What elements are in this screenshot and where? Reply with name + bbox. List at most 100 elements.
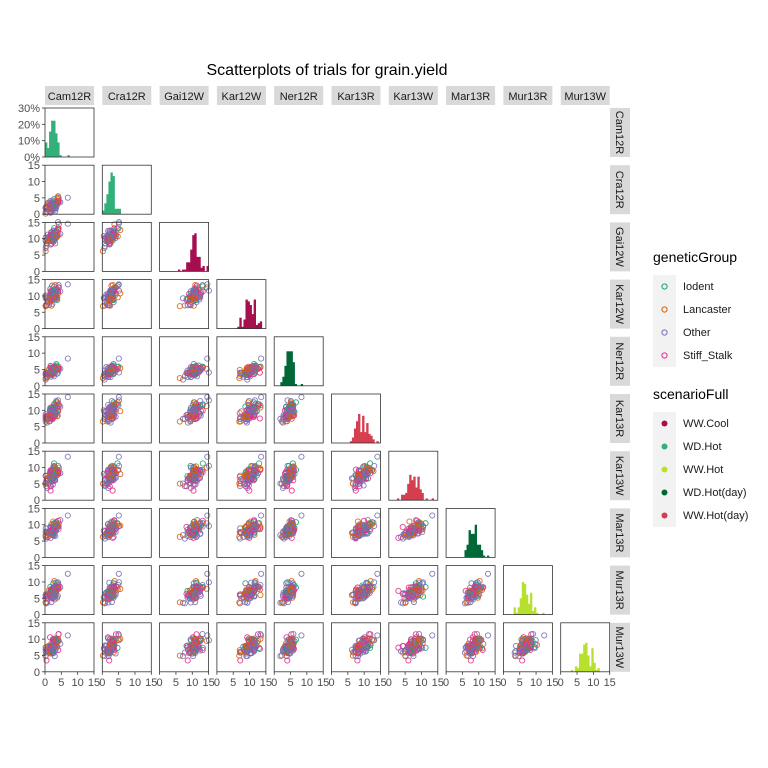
scatter-point [251,467,258,474]
scatter-point [415,636,422,643]
scatter-point [360,640,367,648]
scatter-point [51,590,58,597]
scatter-panel [99,336,152,387]
strip-right-label: Gai12W [613,227,625,267]
scatter-point [191,467,198,474]
scatter-point [179,599,187,606]
histogram-bar [182,269,185,272]
histogram-bar [513,607,516,615]
panel-border [273,622,324,673]
histogram-panel [445,507,496,558]
strip-top-cam12r [45,86,94,105]
histogram-bar [534,607,537,615]
scatter-point [242,580,249,587]
strip-top-cra12r [102,86,152,105]
x-tick-label: 15 [546,677,558,689]
scatter-point [107,363,114,371]
scatter-point [408,590,415,597]
scatter-point [466,591,473,598]
strip-right-label: Mur13R [613,571,625,610]
scatter-panel [331,450,381,501]
scatter-point [42,375,49,382]
y-tick-label: 0 [34,552,40,564]
y-tick-label: 20% [18,119,40,131]
scatter-point [54,233,61,240]
scatter-point [413,647,420,654]
scatter-point [99,480,107,487]
legend-entry-label: Lancaster [683,304,732,316]
histogram-bar [353,428,357,443]
scatter-point [236,375,243,382]
x-tick-label: 5 [173,677,179,689]
histogram-bar [401,494,404,501]
x-tick-label: 15 [374,677,386,689]
strip-right-cam12r [610,108,630,157]
scatter-point [298,453,305,460]
strip-right-label: Kar13W [613,456,625,496]
histogram-bar [251,314,254,329]
scatter-point [236,533,243,540]
histogram-bar [589,666,592,672]
scatter-panel [99,219,152,272]
scatter-point [107,521,114,528]
scatter-point [412,631,419,638]
y-tick-label: 5 [34,422,40,434]
scatter-panel [273,622,324,673]
scatter-point [55,288,62,295]
histogram-bar [356,421,359,443]
scatter-point [472,640,479,648]
scatter-point [108,398,115,405]
scatter-point [64,394,71,401]
histogram-bar [362,415,365,443]
strip-right-label: Mur13W [613,627,625,669]
scatter-point [191,521,198,528]
panel-border [44,565,95,615]
histogram-bar [51,120,54,157]
panel-border [159,393,210,444]
panel-border [159,336,210,387]
scatter-point [107,405,114,413]
scatter-point [114,399,121,406]
scatter-point [176,480,183,487]
scatter-point [179,653,187,660]
scatter-point [51,199,58,207]
scatter-point [204,394,211,401]
scatter-point [110,289,117,296]
scatter-point [108,227,115,234]
scatter-point [369,521,376,528]
x-tick-label: 10 [186,677,198,689]
panel-border [273,393,324,444]
scatter-point [45,296,52,303]
panel-border [101,221,152,272]
y-tick-label: 10 [28,463,40,475]
scatter-panel [216,565,267,615]
strip-right-label: Ner12R [613,342,625,380]
scatter-point [287,467,295,474]
y-tick-label: 0 [34,266,40,278]
x-tick-label: 0 [42,677,48,689]
scatter-point [250,474,257,481]
scatter-point [42,303,49,310]
scatter-point [370,519,377,526]
histogram-bar [247,301,250,329]
y-tick-label: 15 [28,503,40,515]
scatter-point [287,413,294,420]
scatter-panel [273,507,324,558]
x-tick-label: 5 [116,677,122,689]
scatter-point [191,640,198,648]
scatter-point [110,364,117,371]
strip-right-gai12w [610,222,630,272]
scatter-point [197,635,205,642]
legend-key-box [653,275,676,298]
legend-key-marker [661,283,668,290]
y-tick-label: 30% [18,103,40,115]
scatter-point [55,401,62,408]
scatter-point [64,453,71,460]
panel-border [159,565,210,615]
scatter-point [298,570,305,577]
y-tick-label: 0 [34,209,40,221]
scatter-point [191,647,198,654]
scatter-point [45,366,52,373]
histogram-bar [466,544,469,558]
x-tick-label: 0 [214,677,220,689]
